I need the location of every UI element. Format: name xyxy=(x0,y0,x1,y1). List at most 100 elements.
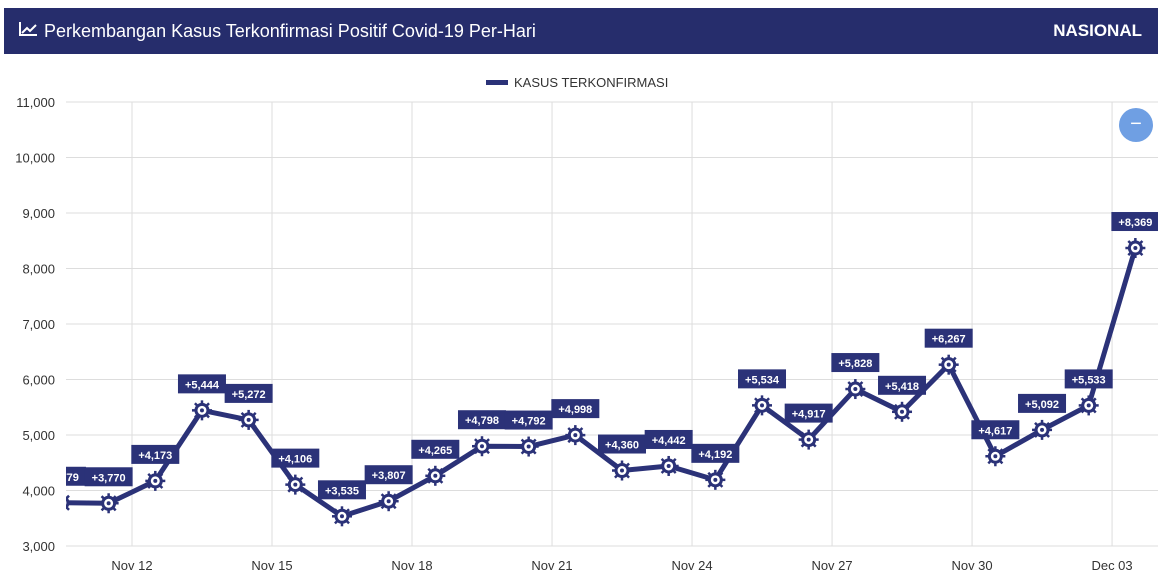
marker-spike xyxy=(1092,397,1097,402)
data-label-box xyxy=(831,353,880,373)
y-tick-label: 11,000 xyxy=(16,95,55,110)
x-tick-label: Nov 12 xyxy=(111,558,152,573)
data-label-box xyxy=(691,443,740,463)
marker-spike xyxy=(660,458,665,462)
marker-spike xyxy=(439,479,444,484)
marker-spike xyxy=(287,476,292,481)
marker-spike xyxy=(987,448,992,453)
data-label-box xyxy=(878,375,927,395)
marker-spike xyxy=(112,495,117,500)
legend-swatch xyxy=(486,80,508,85)
marker-spike xyxy=(952,368,957,373)
marker-spike xyxy=(66,494,70,499)
marker-spike xyxy=(1046,433,1050,438)
series-group: +3,779 +3,770 +4,173 +5,444 +5,272 +4,106 +3,5… xyxy=(45,212,1158,527)
virus-marker-icon xyxy=(145,470,166,491)
marker-spike xyxy=(719,471,724,476)
marker-spike xyxy=(999,460,1004,465)
marker-core xyxy=(60,501,64,505)
zoom-out-button[interactable]: − xyxy=(1119,108,1153,142)
marker-core xyxy=(386,499,391,504)
marker-spike xyxy=(159,484,164,489)
data-label: +5,533 xyxy=(1072,374,1106,386)
marker-spike xyxy=(754,397,758,402)
marker-spike xyxy=(812,443,817,448)
data-label-box xyxy=(644,429,693,449)
virus-marker-icon xyxy=(378,491,399,512)
marker-spike xyxy=(55,496,57,498)
marker-spike xyxy=(707,483,712,488)
marker-spike xyxy=(147,472,152,477)
marker-spike xyxy=(894,415,898,420)
data-label-box xyxy=(504,410,553,430)
marker-spike xyxy=(1034,421,1038,426)
data-label: +5,534 xyxy=(745,374,780,386)
marker-spike xyxy=(392,493,397,498)
marker-core xyxy=(1133,246,1138,251)
marker-spike xyxy=(520,450,525,455)
virus-marker-icon xyxy=(331,506,352,527)
y-tick-label: 9,000 xyxy=(22,206,55,221)
marker-spike xyxy=(206,402,210,407)
virus-marker-icon xyxy=(1125,238,1146,259)
virus-marker-icon xyxy=(238,409,259,430)
virus-marker-icon xyxy=(55,494,72,511)
virus-marker-icon xyxy=(658,455,679,476)
marker-spike xyxy=(1139,240,1144,244)
data-label: +4,265 xyxy=(418,445,452,457)
marker-spike xyxy=(252,423,257,428)
marker-spike xyxy=(906,415,910,420)
marker-spike xyxy=(859,393,864,398)
data-label: +3,770 xyxy=(92,472,126,484)
marker-spike xyxy=(206,414,210,419)
data-label: +3,779 xyxy=(45,472,79,484)
marker-spike xyxy=(1139,252,1144,256)
virus-marker-icon xyxy=(518,436,539,457)
virus-marker-icon xyxy=(892,401,913,422)
data-label: +5,418 xyxy=(885,381,919,393)
marker-core xyxy=(713,477,718,482)
data-label-box xyxy=(971,420,1020,440)
data-label-box xyxy=(317,480,366,500)
marker-spike xyxy=(427,479,432,484)
marker-spike xyxy=(766,409,770,414)
virus-marker-icon xyxy=(565,425,586,446)
x-tick-label: Nov 15 xyxy=(251,558,292,573)
marker-spike xyxy=(719,483,724,488)
marker-core xyxy=(1040,427,1045,432)
virus-marker-icon xyxy=(845,379,866,400)
data-label: +4,442 xyxy=(652,435,686,447)
data-label: +5,092 xyxy=(1025,399,1059,411)
marker-spike xyxy=(147,484,152,489)
marker-spike xyxy=(380,505,385,510)
marker-spike xyxy=(532,450,537,455)
data-label: +3,535 xyxy=(325,485,359,497)
marker-spike xyxy=(579,439,584,444)
virus-marker-icon xyxy=(1032,419,1053,440)
marker-core xyxy=(339,514,344,519)
data-label-box xyxy=(271,448,320,468)
marker-spike xyxy=(392,505,397,510)
marker-spike xyxy=(906,403,910,408)
marker-spike xyxy=(439,467,444,472)
y-tick-label: 7,000 xyxy=(22,317,55,332)
marker-core xyxy=(526,444,531,449)
x-tick-label: Nov 30 xyxy=(951,558,992,573)
data-label-box xyxy=(457,410,506,430)
data-label: +4,998 xyxy=(558,404,592,416)
marker-spike xyxy=(614,462,618,467)
marker-spike xyxy=(1127,252,1132,256)
data-label: +4,173 xyxy=(138,450,172,462)
data-label-box xyxy=(411,439,460,459)
y-tick-label: 6,000 xyxy=(22,373,55,388)
data-label-box xyxy=(84,467,133,487)
marker-spike xyxy=(614,474,618,479)
marker-spike xyxy=(859,381,864,385)
marker-spike xyxy=(1127,240,1132,244)
marker-spike xyxy=(672,458,677,462)
marker-spike xyxy=(672,470,677,474)
data-label-box xyxy=(1018,393,1067,413)
y-tick-label: 8,000 xyxy=(22,262,55,277)
marker-core xyxy=(573,433,578,438)
marker-spike xyxy=(486,438,490,443)
